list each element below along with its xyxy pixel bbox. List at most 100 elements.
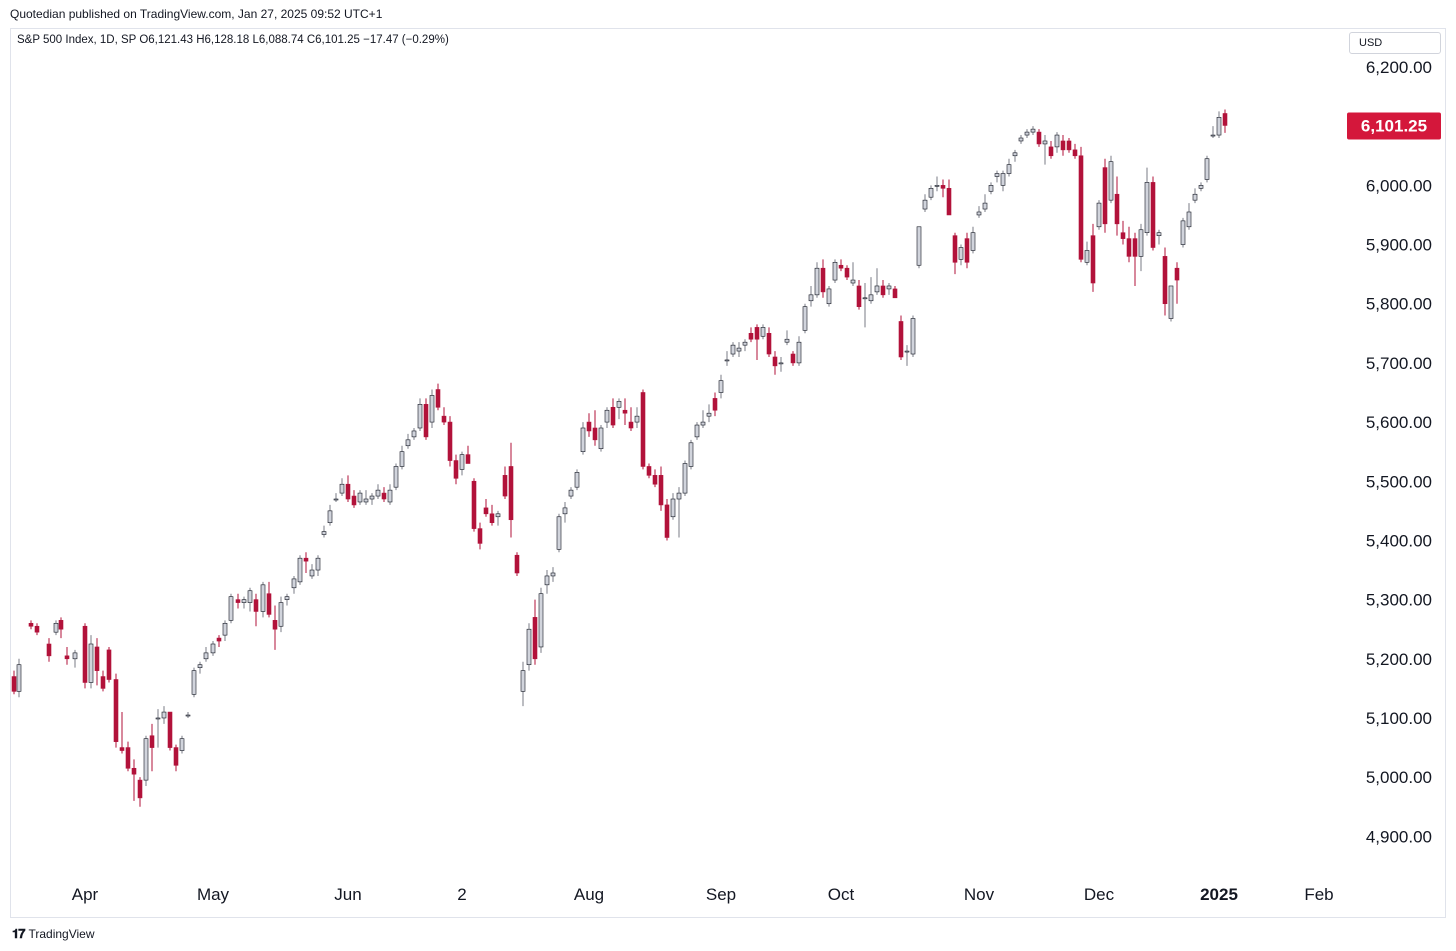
- candle: [1024, 129, 1030, 139]
- price-tick-label: 5,800.00: [1366, 295, 1432, 314]
- candle-body: [1120, 232, 1126, 239]
- candle: [375, 484, 381, 500]
- candle-body: [417, 404, 423, 429]
- candle: [447, 416, 453, 467]
- candle-body: [351, 495, 357, 506]
- candle-body: [700, 421, 706, 426]
- candle: [508, 442, 514, 538]
- candle: [357, 490, 363, 505]
- candle: [247, 587, 253, 612]
- candle-body: [910, 318, 916, 355]
- price-tick-label: 5,500.00: [1366, 472, 1432, 491]
- candle-body: [28, 622, 34, 627]
- candle-body: [508, 466, 514, 521]
- candle: [628, 407, 634, 431]
- candle-body: [315, 557, 321, 571]
- candle-body: [1066, 140, 1072, 151]
- candle-body: [339, 483, 345, 494]
- candle-body: [435, 389, 441, 408]
- candle-body: [826, 288, 832, 305]
- candle: [284, 593, 290, 606]
- candle-body: [1036, 131, 1042, 145]
- candle: [682, 460, 688, 497]
- candle: [339, 478, 345, 497]
- candle: [369, 493, 375, 505]
- candle: [718, 374, 724, 399]
- candle: [477, 522, 483, 550]
- publisher-line: Quotedian published on TradingView.com, …: [10, 7, 383, 21]
- candle: [72, 649, 78, 668]
- candle-body: [197, 664, 203, 668]
- candle-body: [778, 362, 784, 365]
- candle: [652, 469, 658, 488]
- currency-selector[interactable]: USD: [1349, 32, 1441, 54]
- candle: [730, 342, 736, 357]
- candle-body: [580, 427, 586, 452]
- candle-body: [604, 409, 610, 423]
- candle-body: [574, 472, 580, 488]
- candle: [616, 398, 622, 420]
- candle-body: [423, 404, 429, 438]
- candle: [143, 735, 149, 787]
- candle: [1222, 109, 1228, 133]
- candle: [550, 567, 556, 582]
- candle-body: [568, 489, 574, 497]
- candle: [1144, 167, 1150, 236]
- candle: [423, 398, 429, 440]
- candle-body: [222, 622, 228, 636]
- candle: [1084, 241, 1090, 266]
- candle-body: [155, 717, 161, 720]
- candle: [952, 232, 958, 275]
- tradingview-brand: TradingView: [28, 927, 95, 941]
- candle-body: [796, 341, 802, 364]
- candle: [235, 593, 241, 609]
- candle-body: [808, 294, 814, 302]
- candle: [291, 575, 297, 594]
- candle-body: [868, 294, 874, 302]
- candle-body: [46, 643, 52, 657]
- candle: [1186, 203, 1192, 230]
- candle-body: [1018, 137, 1024, 142]
- candle-body: [1162, 256, 1168, 305]
- last-price-badge: [1347, 112, 1441, 140]
- candle: [119, 712, 125, 754]
- candle: [253, 593, 259, 627]
- candle: [131, 759, 137, 801]
- candle: [1054, 132, 1060, 153]
- candle: [1168, 285, 1174, 322]
- candle: [203, 646, 209, 662]
- candle: [489, 504, 495, 526]
- candle: [532, 599, 538, 665]
- candle: [278, 596, 284, 633]
- candle-body: [520, 670, 526, 692]
- candle: [399, 445, 405, 470]
- candle: [790, 351, 796, 366]
- candle: [760, 324, 766, 340]
- price-tick-label: 5,700.00: [1366, 354, 1432, 373]
- candle-body: [272, 620, 278, 630]
- candle-body: [34, 625, 40, 633]
- candle: [556, 513, 562, 553]
- candle-body: [1024, 131, 1030, 136]
- candle-body: [167, 711, 173, 748]
- tradingview-footer[interactable]: 𝟏𝟕 TradingView: [12, 926, 95, 942]
- candle: [622, 398, 628, 426]
- candle-body: [333, 498, 339, 501]
- candle: [724, 351, 730, 366]
- candle: [1102, 158, 1108, 233]
- candle: [832, 259, 838, 284]
- candle-body: [125, 747, 131, 769]
- candle: [1072, 143, 1078, 159]
- candle-body: [760, 327, 766, 337]
- candle: [568, 487, 574, 500]
- candle-body: [946, 188, 952, 216]
- candle-body: [718, 380, 724, 393]
- candle-body: [592, 427, 598, 441]
- candle: [1012, 149, 1018, 162]
- candle: [191, 667, 197, 698]
- candle: [1078, 146, 1084, 263]
- candle: [1174, 262, 1180, 304]
- candle: [46, 638, 52, 662]
- candle-body: [538, 593, 544, 648]
